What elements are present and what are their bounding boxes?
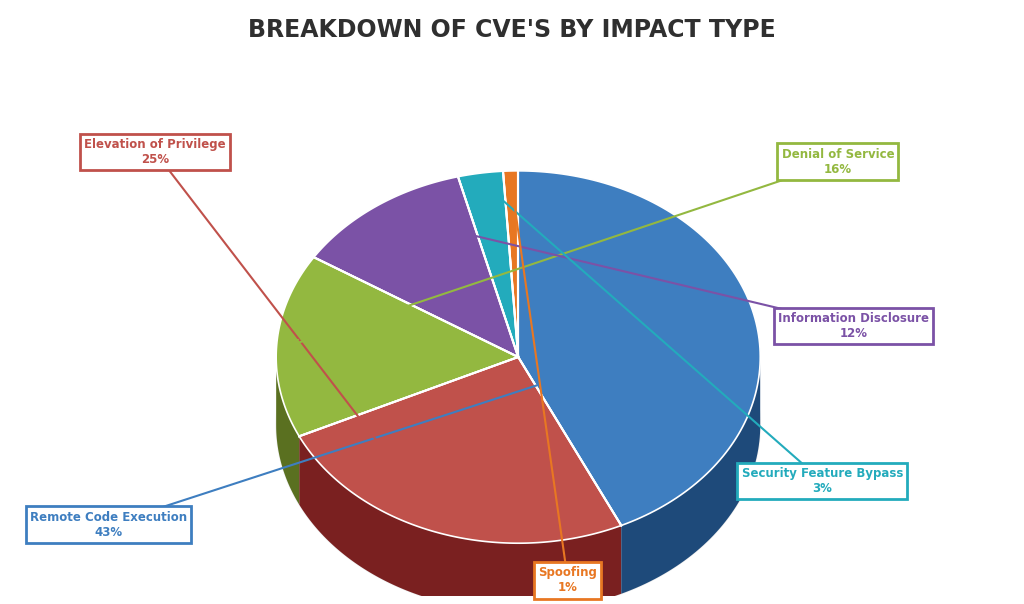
Polygon shape: [276, 257, 518, 436]
Polygon shape: [458, 171, 518, 357]
Polygon shape: [503, 171, 518, 357]
Text: Information Disclosure
12%: Information Disclosure 12%: [778, 312, 929, 340]
Polygon shape: [276, 239, 760, 604]
Polygon shape: [518, 171, 760, 525]
Polygon shape: [313, 177, 518, 357]
Polygon shape: [299, 357, 622, 543]
Polygon shape: [299, 436, 622, 604]
Polygon shape: [276, 357, 299, 504]
Text: Spoofing
1%: Spoofing 1%: [539, 567, 597, 594]
Text: Denial of Service
16%: Denial of Service 16%: [781, 147, 894, 176]
Polygon shape: [622, 361, 760, 594]
Text: Elevation of Privilege
25%: Elevation of Privilege 25%: [84, 138, 226, 166]
Text: Remote Code Execution
43%: Remote Code Execution 43%: [30, 510, 187, 539]
Text: BREAKDOWN OF CVE'S BY IMPACT TYPE: BREAKDOWN OF CVE'S BY IMPACT TYPE: [248, 18, 776, 42]
Text: Security Feature Bypass
3%: Security Feature Bypass 3%: [741, 467, 903, 495]
